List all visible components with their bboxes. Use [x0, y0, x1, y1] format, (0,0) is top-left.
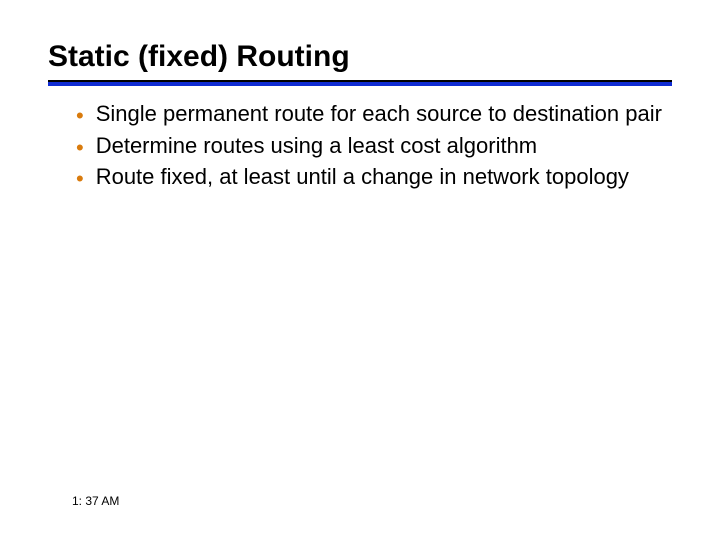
timestamp: 1: 37 AM	[72, 494, 119, 508]
bullet-text: Determine routes using a least cost algo…	[96, 132, 537, 160]
bullet-text: Route fixed, at least until a change in …	[96, 163, 629, 191]
list-item: • Determine routes using a least cost al…	[76, 132, 662, 162]
slide-title: Static (fixed) Routing	[48, 40, 672, 74]
content-area: • Single permanent route for each source…	[48, 86, 672, 193]
slide-container: Static (fixed) Routing • Single permanen…	[0, 0, 720, 540]
list-item: • Route fixed, at least until a change i…	[76, 163, 662, 193]
bullet-icon: •	[76, 102, 84, 130]
list-item: • Single permanent route for each source…	[76, 100, 662, 130]
bullet-icon: •	[76, 165, 84, 193]
bullet-icon: •	[76, 134, 84, 162]
bullet-text: Single permanent route for each source t…	[96, 100, 662, 128]
